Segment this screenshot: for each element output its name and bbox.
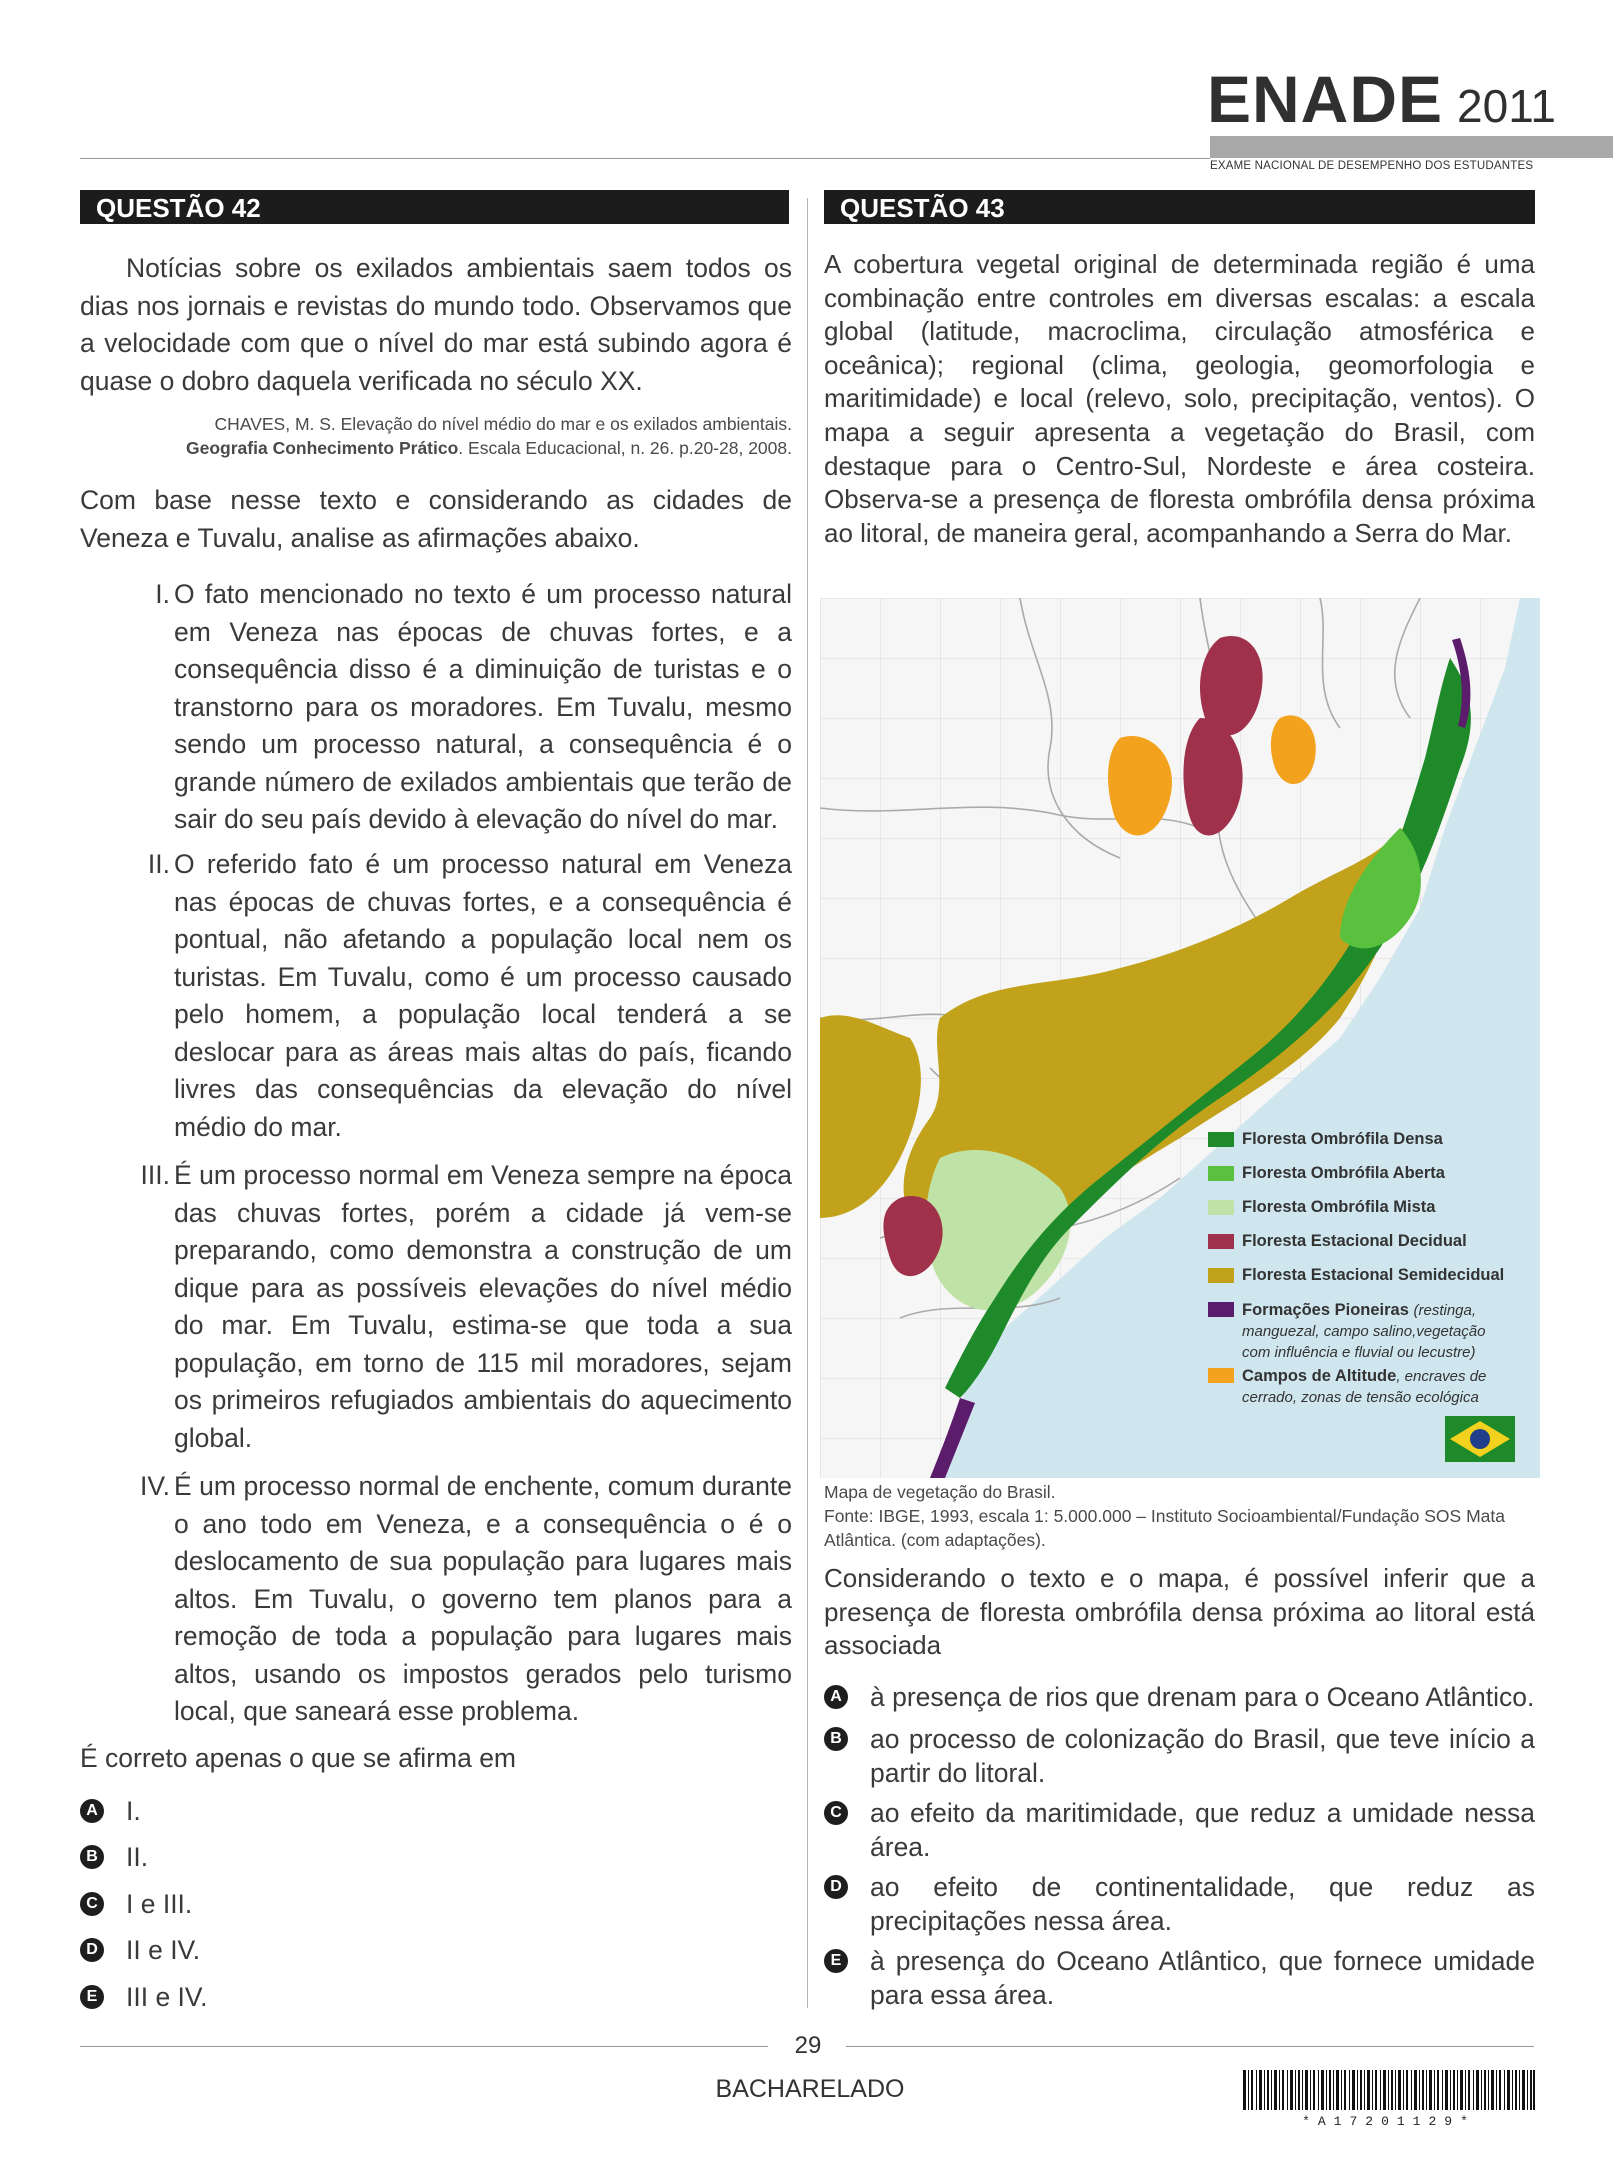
map-caption: Mapa de vegetação do Brasil. <box>824 1482 1056 1502</box>
option-text: II. <box>126 1842 149 1872</box>
legend-swatch <box>1208 1200 1234 1215</box>
option-letter-badge: C <box>80 1892 104 1916</box>
legend-label: Campos de Altitude, encraves de cerrado,… <box>1242 1366 1508 1408</box>
option-text: II e IV. <box>126 1935 201 1965</box>
barcode-number: *A17201129* <box>1302 2114 1476 2129</box>
semideciduous-forest-area <box>903 828 1420 1270</box>
legend-swatch <box>1208 1302 1234 1317</box>
column-divider <box>807 198 808 2008</box>
barcode-bars <box>1243 2070 1535 2110</box>
option-letter-badge: C <box>824 1801 848 1825</box>
q43-intro: A cobertura vegetal original de determin… <box>824 249 1535 548</box>
option-text: I. <box>126 1796 141 1826</box>
vegetation-map <box>820 598 1540 1478</box>
legend-swatch <box>1208 1166 1234 1181</box>
citation-rest: . Escala Educacional, n. 26. p.20-28, 20… <box>458 438 792 458</box>
q42-intro: Notícias sobre os exilados ambientais sa… <box>80 253 792 396</box>
statement-number: IV. <box>140 1471 170 1501</box>
citation-line-1: CHAVES, M. S. Elevação do nível médio do… <box>214 414 792 434</box>
option-text: ao processo de colonização do Brasil, qu… <box>870 1724 1535 1788</box>
statement-text: É um processo normal em Veneza sempre na… <box>174 1160 792 1453</box>
option-text: ao efeito da maritimidade, que reduz a u… <box>870 1798 1535 1862</box>
deciduous-forest-south <box>883 1196 943 1277</box>
statement-text: O fato mencionado no texto é um processo… <box>174 579 792 834</box>
q42-citation: CHAVES, M. S. Elevação do nível médio do… <box>80 412 792 460</box>
legend-swatch <box>1208 1368 1234 1383</box>
option-letter-badge: A <box>80 1799 104 1823</box>
atlantic-ocean <box>940 598 1540 1478</box>
open-forest-area <box>1340 828 1421 949</box>
option-text: I e III. <box>126 1889 193 1919</box>
deciduous-forest-patch <box>1183 718 1243 836</box>
highland-fields-patch <box>1270 715 1316 785</box>
option-letter-badge: E <box>824 1949 848 1973</box>
footer-rule-left <box>80 2046 768 2047</box>
option-letter-badge: A <box>824 1685 848 1709</box>
option-text: ao efeito de continentalidade, que reduz… <box>870 1872 1535 1936</box>
option-letter-badge: B <box>824 1727 848 1751</box>
legend-swatch <box>1208 1132 1234 1147</box>
header-rule <box>80 158 1210 159</box>
citation-journal: Geografia Conhecimento Prático <box>186 438 459 458</box>
legend-label: Floresta Ombrófila Mista <box>1242 1198 1436 1216</box>
q42-question: É correto apenas o que se afirma em <box>80 1743 517 1773</box>
statement-text: É um processo normal de enchente, comum … <box>174 1471 792 1726</box>
page-number: 29 <box>794 2032 822 2059</box>
legend-label-main: Campos de Altitude <box>1242 1367 1397 1385</box>
legend-label: Formações Pioneiras (restinga, manguezal… <box>1242 1300 1508 1363</box>
enade-logo: ENADE 2011 <box>1207 62 1556 136</box>
brand-subtitle: EXAME NACIONAL DE DESEMPENHO DOS ESTUDAN… <box>1210 160 1534 172</box>
statement-number: II. <box>147 849 170 879</box>
question-42-header: QUESTÃO 42 <box>80 190 789 224</box>
brazil-flag-icon <box>1445 1416 1515 1462</box>
statement-text: O referido fato é um processo natural em… <box>174 849 792 1142</box>
brand-bar <box>1210 136 1613 158</box>
option-letter-badge: B <box>80 1845 104 1869</box>
map-source: Fonte: IBGE, 1993, escala 1: 5.000.000 –… <box>824 1506 1505 1550</box>
semideciduous-forest-west <box>820 1015 921 1218</box>
legend-label-main: Formações Pioneiras <box>1242 1301 1409 1319</box>
q43-question: Considerando o texto e o mapa, é possíve… <box>824 1563 1535 1661</box>
option-letter-badge: D <box>80 1938 104 1962</box>
pioneer-formations-north <box>1452 638 1471 728</box>
citation-line-2: Geografia Conhecimento Prático. Escala E… <box>80 436 792 460</box>
option-text: III e IV. <box>126 1982 208 2012</box>
legend-swatch <box>1208 1234 1234 1249</box>
barcode <box>1243 2070 1535 2110</box>
course-label: BACHARELADO <box>715 2075 905 2103</box>
pioneer-formations-coast <box>930 1398 975 1478</box>
dense-forest-belt <box>945 658 1471 1398</box>
brand-year: 2011 <box>1457 80 1556 132</box>
statement-number: I. <box>155 579 170 609</box>
deciduous-forest-north <box>1200 636 1263 736</box>
option-letter-badge: E <box>80 1985 104 2009</box>
legend-label-detail: , encraves de cerrado, zonas de tensão e… <box>1242 1368 1487 1406</box>
question-43-header: QUESTÃO 43 <box>824 190 1535 224</box>
option-text: à presença de rios que drenam para o Oce… <box>870 1682 1535 1712</box>
brand-title: ENADE <box>1207 62 1444 136</box>
legend-label: Floresta Ombrófila Densa <box>1242 1130 1443 1148</box>
q42-prompt: Com base nesse texto e considerando as c… <box>80 485 792 553</box>
map-legend: Floresta Ombrófila Densa Floresta Ombróf… <box>1208 1130 1538 1460</box>
legend-label: Floresta Ombrófila Aberta <box>1242 1164 1445 1182</box>
legend-swatch <box>1208 1268 1234 1283</box>
map-caption-block: Mapa de vegetação do Brasil. Fonte: IBGE… <box>824 1480 1535 1552</box>
option-letter-badge: D <box>824 1875 848 1899</box>
legend-label-detail: (restinga, manguezal, campo salino,veget… <box>1242 1302 1486 1361</box>
statement-number: III. <box>140 1160 170 1190</box>
footer-rule-right <box>846 2046 1534 2047</box>
option-text: à presença do Oceano Atlântico, que forn… <box>870 1946 1535 2010</box>
legend-label: Floresta Estacional Semidecidual <box>1242 1266 1505 1284</box>
legend-label: Floresta Estacional Decidual <box>1242 1232 1467 1250</box>
highland-fields-area <box>1108 736 1172 836</box>
